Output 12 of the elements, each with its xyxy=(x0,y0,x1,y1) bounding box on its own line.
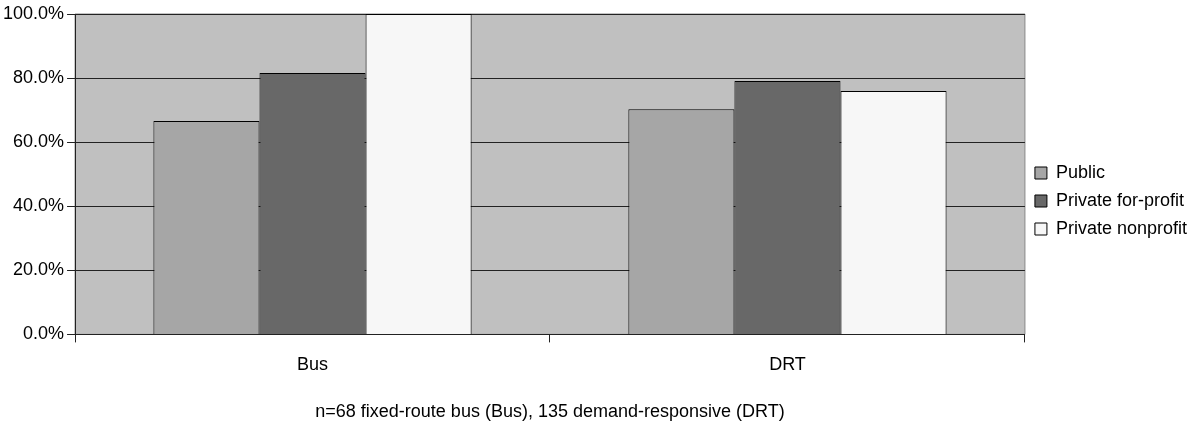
y-tick-label: 40.0% xyxy=(13,195,65,216)
text: n=68 fixed-route bus (Bus), 135 demand-responsive (DRT) xyxy=(315,400,785,421)
y-tick-label: 80.0% xyxy=(13,67,65,88)
y-tick-label: 0.0% xyxy=(23,323,65,344)
legend-label: Public xyxy=(1055,161,1105,182)
y-tick-label: 60.0% xyxy=(13,131,65,152)
legend-label: Private for-profit xyxy=(1055,189,1184,210)
y-tick-label: 20.0% xyxy=(13,259,65,280)
y-tick-label: 100.0% xyxy=(2,2,65,23)
x-tick-label: DRT xyxy=(769,354,806,375)
legend-label: Private nonprofit xyxy=(1055,217,1188,238)
x-tick-label: Bus xyxy=(297,354,329,375)
